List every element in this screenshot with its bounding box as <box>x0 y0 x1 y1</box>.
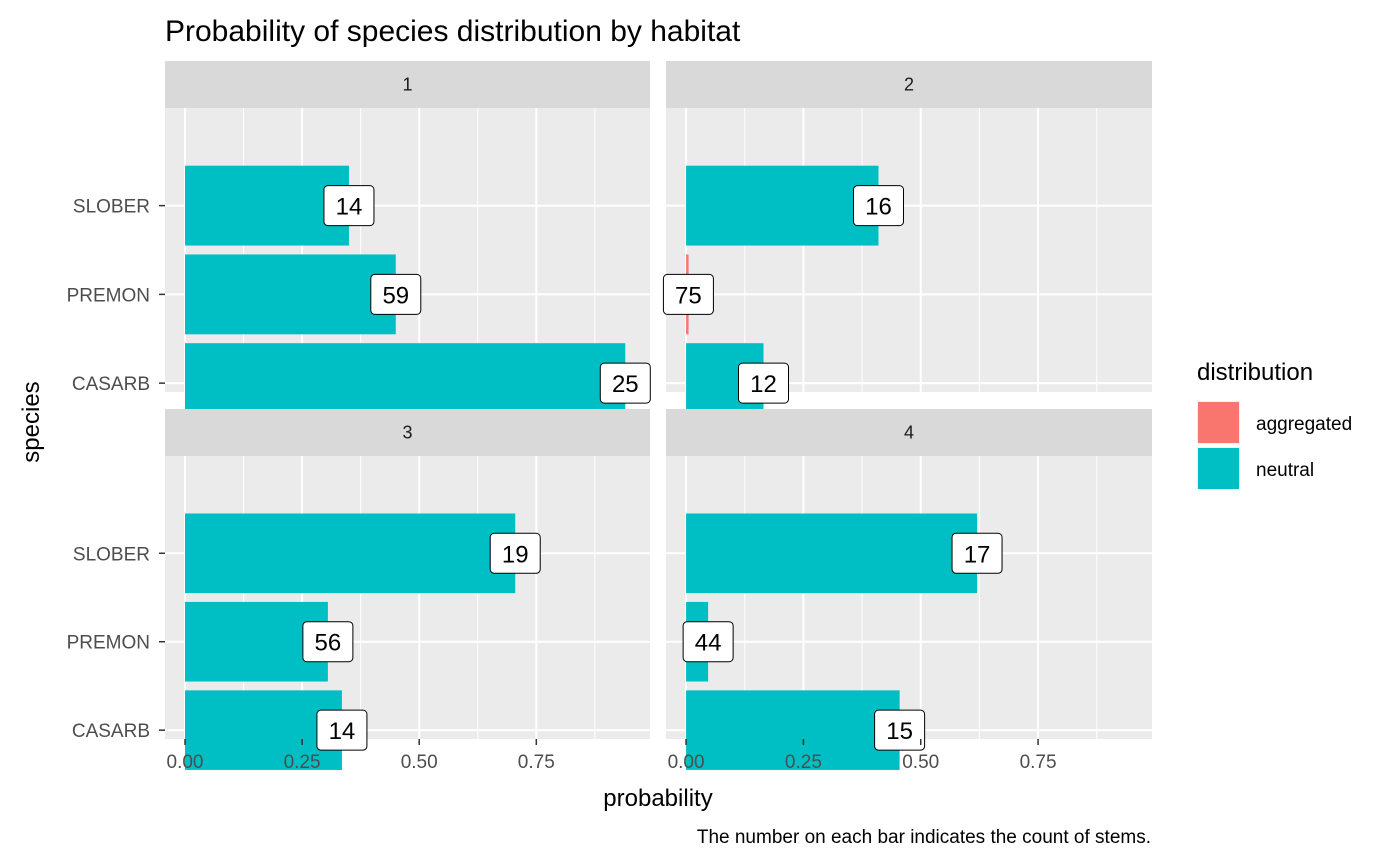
bar <box>686 165 879 246</box>
bar-label-box <box>682 621 734 663</box>
legend-key-aggregated <box>1198 402 1239 443</box>
legend-label: aggregated <box>1256 414 1352 435</box>
bar-label: 16 <box>865 194 892 221</box>
facet-strip <box>666 61 1152 108</box>
legend: distribution aggregated neutral <box>1197 359 1352 490</box>
x-axis-title: probability <box>603 785 712 812</box>
y-tick-label: SLOBER <box>73 197 150 218</box>
bar-label: 14 <box>329 718 356 745</box>
facet-strip <box>165 61 650 108</box>
facet-panel-2: 2 16 75 12 <box>662 61 1152 424</box>
bar <box>686 690 900 770</box>
facet-strip-label: 1 <box>402 75 412 95</box>
bar-label: 15 <box>886 718 913 745</box>
bar <box>185 165 349 246</box>
bar-label-box <box>489 532 541 574</box>
bar-label-box <box>662 273 714 315</box>
chart-title: Probability of species distribution by h… <box>165 15 741 48</box>
bar-label: 59 <box>382 282 409 309</box>
bar <box>185 254 396 335</box>
x-tick-label: 0.75 <box>518 752 555 773</box>
x-tick-label: 0.50 <box>902 752 939 773</box>
facet-panels: 1 14 59 25 SLOBER PREMON CASARB 2 16 75 12 3 19 56 14 S… <box>67 61 1152 773</box>
y-tick-label: SLOBER <box>73 544 150 565</box>
y-tick-label: PREMON <box>67 285 150 306</box>
chart-caption: The number on each bar indicates the cou… <box>697 827 1151 848</box>
y-axis-title: species <box>18 381 45 462</box>
y-tick-label: CASARB <box>72 374 150 395</box>
bar-label-box <box>316 709 368 751</box>
bar-label: 14 <box>336 194 363 221</box>
bar-label-box <box>874 709 926 751</box>
y-tick-label: PREMON <box>67 633 150 654</box>
facet-strip <box>165 409 650 456</box>
facet-strip <box>666 409 1152 456</box>
bar-label-box <box>370 273 422 315</box>
bar-label: 56 <box>315 630 342 657</box>
facet-panel-1: 1 14 59 25 SLOBER PREMON CASARB <box>67 61 651 424</box>
facet-strip-label: 3 <box>402 423 412 443</box>
x-tick-label: 0.00 <box>668 752 705 773</box>
bar <box>185 513 516 594</box>
facet-panel-4: 4 17 44 15 0.00 0.25 0.50 0.75 <box>666 409 1152 773</box>
bar-label-box <box>323 185 375 227</box>
bar-label: 17 <box>964 541 991 568</box>
y-tick-label: CASARB <box>72 721 150 742</box>
bar-label: 44 <box>695 630 722 657</box>
bar-label-box <box>852 185 904 227</box>
bar-label-box <box>738 362 790 404</box>
x-tick-label: 0.25 <box>785 752 822 773</box>
x-tick-label: 0.25 <box>284 752 321 773</box>
x-tick-label: 0.50 <box>401 752 438 773</box>
bar-label: 75 <box>675 282 702 309</box>
bar-label-box <box>599 362 651 404</box>
bar-label: 19 <box>502 541 529 568</box>
bar-label: 12 <box>750 371 777 398</box>
legend-label: neutral <box>1256 460 1314 481</box>
legend-title: distribution <box>1197 359 1313 386</box>
legend-key-neutral <box>1198 448 1239 489</box>
facet-strip-label: 4 <box>904 423 914 443</box>
facet-strip-label: 2 <box>904 75 914 95</box>
x-tick-label: 0.75 <box>1020 752 1057 773</box>
bar-label-box <box>951 532 1003 574</box>
bar <box>185 690 342 770</box>
bar <box>686 513 978 594</box>
bar-label: 25 <box>612 371 639 398</box>
bar-label-box <box>302 621 354 663</box>
x-tick-label: 0.00 <box>167 752 204 773</box>
facet-panel-3: 3 19 56 14 SLOBER PREMON CASARB 0.00 0.25 0.50 0.7… <box>67 409 650 773</box>
